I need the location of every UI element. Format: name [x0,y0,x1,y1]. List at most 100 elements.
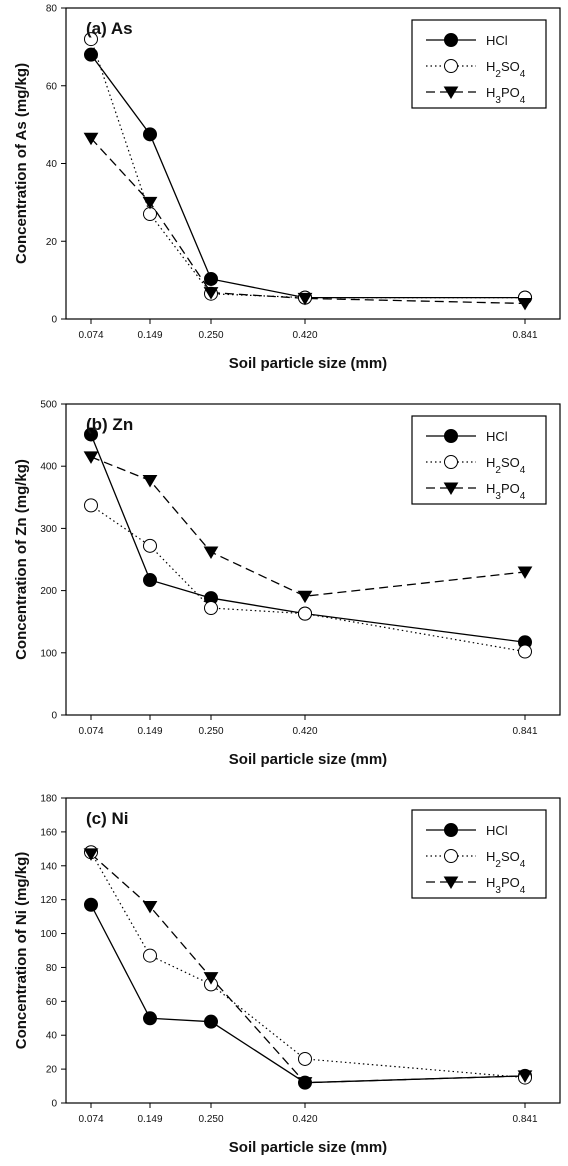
data-point-h2so4 [298,606,312,621]
legend-label-h3po4: H3PO4 [486,481,526,502]
x-tick-label: 0.149 [137,330,162,341]
y-tick-label: 140 [40,861,57,872]
legend-label-hcl: HCl [486,33,508,48]
data-point-h3po4 [83,132,99,146]
y-tick-label: 300 [40,524,57,535]
data-point-hcl [143,1011,157,1026]
data-point-h2so4 [204,601,218,616]
y-tick-label: 40 [46,1031,58,1042]
data-point-h2so4 [143,207,157,222]
x-tick-label: 0.149 [137,1114,162,1125]
legend-box [411,19,547,109]
x-axis-title: Soil particle size (mm) [229,355,387,372]
data-point-h3po4 [83,451,99,464]
data-point-h3po4 [203,972,219,985]
x-tick-label: 0.420 [292,1114,317,1125]
data-point-hcl [143,127,157,142]
y-tick-label: 0 [51,1099,57,1110]
data-point-h3po4 [517,566,533,579]
legend-label-hcl: HCl [486,429,508,444]
x-tick-label: 0.074 [78,1114,103,1125]
x-tick-label: 0.074 [78,330,103,341]
data-point-hcl [204,1014,218,1029]
x-axis-title: Soil particle size (mm) [229,751,387,768]
legend-marker-h2so4 [444,849,458,863]
y-axis-title: Concentration of Zn (mg/kg) [13,459,30,660]
data-point-h3po4 [142,196,158,210]
chart-panel-3: 0 20 40 60 80 100 120 140 160 180 0.074 0.149 0.250 0… [13,794,561,1156]
data-point-h3po4 [203,546,219,560]
x-tick-label: 0.074 [78,726,103,737]
data-point-h3po4 [83,848,99,861]
data-point-hcl [84,47,98,62]
legend-marker-hcl [444,429,458,443]
y-tick-label: 180 [40,794,57,805]
legend-label-h2so4: H2SO4 [486,455,526,476]
y-tick-label: 200 [40,586,57,597]
x-tick-label: 0.250 [198,330,223,341]
y-tick-label: 100 [40,648,57,659]
data-point-hcl [84,427,98,442]
plot-frame [65,797,561,1104]
x-tick-label: 0.420 [292,726,317,737]
y-tick-label: 80 [46,963,58,974]
data-point-hcl [84,897,98,912]
y-tick-label: 40 [46,159,58,170]
data-point-h2so4 [518,644,532,659]
x-tick-label: 0.250 [198,726,223,737]
data-point-hcl [143,573,157,588]
x-tick-label: 0.841 [512,726,537,737]
legend-label-h2so4: H2SO4 [486,59,526,80]
y-tick-label: 80 [46,4,58,15]
data-point-h3po4 [142,475,158,488]
legend-marker-h2so4 [444,59,458,73]
legend-label-h2so4: H2SO4 [486,849,526,870]
data-point-h3po4 [517,297,533,311]
y-tick-label: 20 [46,1065,58,1076]
plot-frame [65,403,561,716]
data-point-h3po4 [203,287,219,300]
x-axis-title: Soil particle size (mm) [229,1139,387,1156]
data-point-hcl [204,271,218,286]
legend-marker-hcl [444,823,458,837]
data-point-h2so4 [84,32,98,47]
chart-panel-2: 0 100 200 300 400 500 0.074 0.149 0.250 0.420 0.84… [13,400,561,768]
x-tick-label: 0.420 [292,330,317,341]
legend-marker-h3po4 [443,482,459,495]
x-tick-label: 0.841 [512,1114,537,1125]
y-tick-label: 500 [40,400,57,411]
legend-marker-hcl [444,33,458,47]
y-tick-label: 60 [46,81,58,92]
y-tick-label: 120 [40,895,57,906]
legend-box [411,415,547,505]
legend: HCl H2SO4 H3PO4 [411,809,547,899]
series-line-h3po4 [90,137,526,305]
y-axis-title: Concentration of Ni (mg/kg) [13,852,30,1050]
legend-label-h3po4: H3PO4 [486,875,526,896]
x-tick-label: 0.250 [198,1114,223,1125]
y-tick-label: 0 [51,315,57,326]
y-tick-label: 400 [40,462,57,473]
data-point-h3po4 [297,292,313,306]
panel-title: (c) Ni [86,809,129,828]
data-point-h2so4 [84,498,98,513]
x-tick-label: 0.149 [137,726,162,737]
legend: HCl H2SO4 H3PO4 [411,19,547,109]
panel-title: (b) Zn [86,415,133,434]
legend-marker-h2so4 [444,455,458,469]
data-point-h2so4 [143,538,157,553]
y-tick-label: 160 [40,827,57,838]
x-tick-label: 0.841 [512,330,537,341]
y-tick-label: 0 [51,711,57,722]
data-point-h3po4 [517,1070,533,1083]
data-point-h3po4 [142,900,158,914]
panel-title: (a) As [86,19,133,38]
data-point-h2so4 [143,948,157,963]
y-tick-label: 20 [46,237,58,248]
data-point-h2so4 [298,1051,312,1066]
legend-marker-h3po4 [443,876,459,889]
y-tick-label: 60 [46,997,58,1008]
legend: HCl H2SO4 H3PO4 [411,415,547,505]
